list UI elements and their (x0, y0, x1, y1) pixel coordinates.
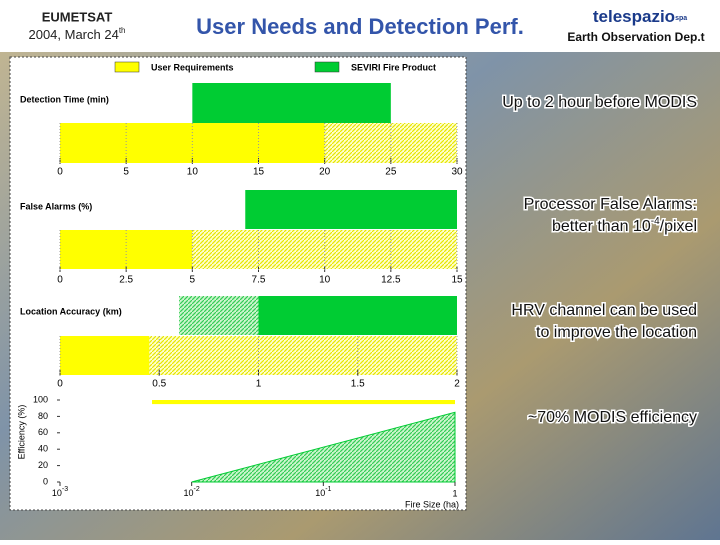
y-axis-label: Efficiency (%) (16, 405, 26, 460)
legend-swatch (114, 61, 140, 73)
x-tick-label: 1 (452, 488, 457, 498)
x-tick-label: 10-2 (184, 486, 200, 499)
x-tick-label: 10-1 (315, 486, 331, 499)
note-text: Processor False Alarms: (524, 196, 697, 213)
legend-swatch (314, 61, 340, 73)
band (152, 400, 455, 405)
range-bar (192, 83, 391, 123)
y-tick-label: 20 (38, 460, 48, 470)
x-tick-exp: -3 (62, 486, 68, 493)
note-text: Up to 2 hour before MODIS (502, 94, 697, 111)
x-tick-base: 10 (184, 488, 194, 498)
x-tick-label: 30 (451, 167, 463, 178)
x-tick-base: 10 (52, 488, 62, 498)
x-tick-base: 10 (315, 488, 325, 498)
y-tick-label: 100 (33, 394, 48, 404)
note-text: HRV channel can be used (511, 302, 697, 319)
y-tick-label: 0 (43, 476, 48, 486)
header-bar (0, 0, 720, 52)
department: Earth Observation Dep.t (567, 30, 704, 44)
note: ~70% MODIS efficiency (528, 409, 697, 426)
logo-text: telespazio (593, 7, 675, 26)
x-tick-label: 20 (319, 167, 331, 178)
x-tick-exp: -2 (194, 486, 200, 493)
note-text: better than 10 (552, 218, 651, 235)
axis-title: False Alarms (%) (20, 201, 92, 211)
x-tick-exp: -1 (325, 486, 331, 493)
y-tick-label: 60 (38, 427, 48, 437)
note-text: to improve the location (536, 324, 697, 341)
date: 2004, March 24th (28, 26, 125, 42)
x-tick-label: 0 (57, 167, 63, 178)
note: Processor False Alarms: (524, 196, 697, 213)
note: HRV channel can be used (511, 302, 697, 319)
note-tail: /pixel (660, 218, 697, 235)
range-bar (245, 190, 457, 229)
x-tick-label: 0.5 (152, 379, 166, 390)
logo: telespaziospa (593, 7, 687, 26)
x-tick-label: 5 (190, 275, 196, 286)
axis-title: Detection Time (min) (20, 94, 109, 104)
x-tick-label: 2 (454, 379, 460, 390)
legend-label: SEVIRI Fire Product (351, 62, 436, 72)
date-suffix: th (119, 26, 126, 35)
x-tick-label: 2.5 (119, 275, 133, 286)
y-tick-label: 80 (38, 411, 48, 421)
range-bar (149, 336, 457, 375)
x-tick-label: 5 (123, 167, 129, 178)
x-tick-label: 15 (451, 275, 463, 286)
axis-title: Location Accuracy (km) (20, 306, 122, 316)
note-sup: -4 (651, 216, 660, 227)
x-tick-label: 10 (187, 167, 199, 178)
range-bar (60, 336, 150, 375)
note: Up to 2 hour before MODIS (502, 94, 697, 111)
org: EUMETSAT (42, 9, 113, 24)
x-tick-label: 25 (385, 167, 397, 178)
slide-title: User Needs and Detection Perf. (196, 14, 524, 39)
x-tick-label: 15 (253, 167, 265, 178)
date-text: 2004, March 24 (28, 27, 118, 42)
logo-suffix: spa (675, 15, 687, 22)
x-tick-label: 7.5 (252, 275, 266, 286)
note: to improve the location (536, 324, 697, 341)
x-tick-label: 10 (319, 275, 331, 286)
x-tick-label: 0 (57, 275, 63, 286)
x-tick-label: 10-3 (52, 486, 68, 499)
note-text: ~70% MODIS efficiency (528, 409, 697, 426)
x-tick-label: 0 (57, 379, 63, 390)
x-tick-label: 12.5 (381, 275, 401, 286)
range-bar (258, 296, 457, 335)
note: better than 10-4/pixel (552, 216, 697, 236)
x-tick-label: 1 (256, 379, 262, 390)
x-tick-label: 1.5 (351, 379, 365, 390)
x-axis-label: Fire Size (ha) (405, 499, 459, 509)
legend-label: User Requirements (151, 62, 234, 72)
y-tick-label: 40 (38, 444, 48, 454)
range-bar (179, 296, 259, 335)
